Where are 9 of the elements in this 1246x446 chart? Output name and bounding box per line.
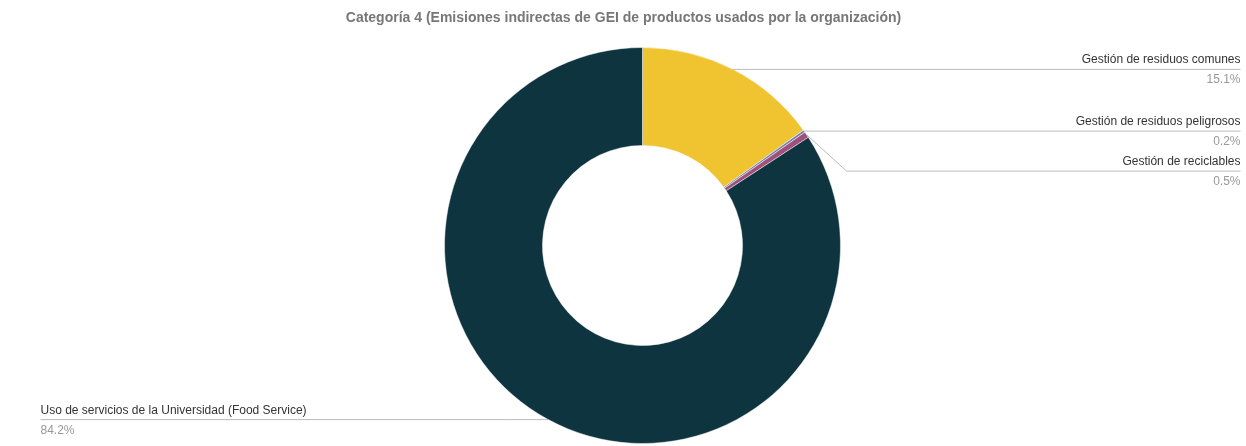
chart-title: Categoría 4 (Emisiones indirectas de GEI de productos usados por la organización) [345, 8, 902, 25]
slice-label: Gestión de residuos comunes [1081, 52, 1241, 67]
data-label: 15.1% [1206, 72, 1241, 87]
data-label: 0.5% [1213, 174, 1241, 189]
data-label: 0.2% [1213, 134, 1241, 149]
slice-label: Gestión de residuos peligrosos [1075, 114, 1241, 129]
data-label: 84.2% [40, 422, 75, 437]
slice-label: Gestión de reciclables [1122, 154, 1241, 169]
slice-label: Uso de servicios de la Universidad (Food Service) [40, 402, 307, 417]
